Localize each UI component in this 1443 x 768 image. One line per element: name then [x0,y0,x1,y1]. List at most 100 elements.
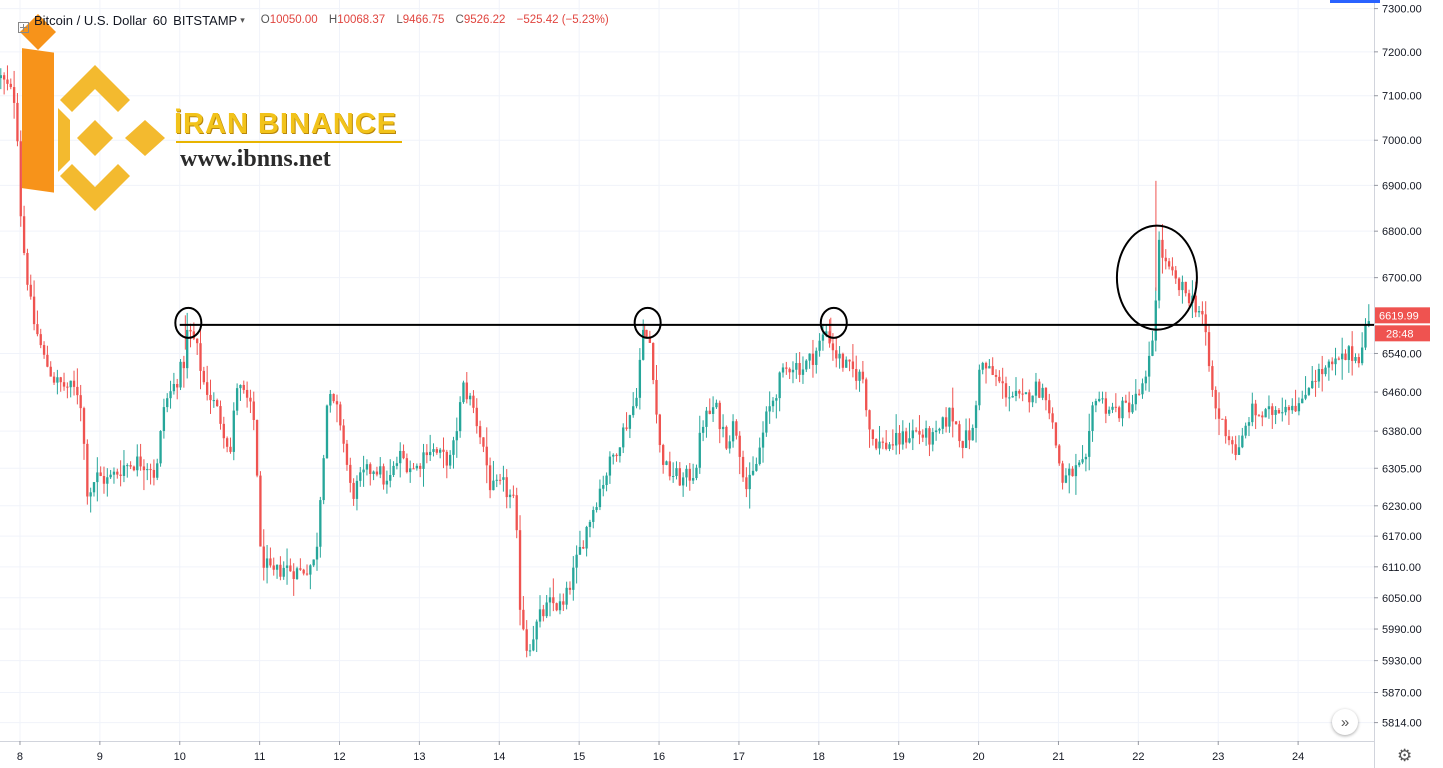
candle-body [1151,340,1154,356]
watermark-url: www.ibnns.net [180,146,331,172]
candle-body [748,474,751,490]
candle-body [305,573,309,575]
candle-body [738,435,741,457]
candle-body [39,334,42,346]
candle-body [698,432,701,468]
candle-body [26,252,29,285]
candle-body [1041,387,1044,398]
change-value: −525.42 (−5.23%) [516,14,609,26]
candle-body [1038,381,1041,398]
candle-body [1187,293,1191,304]
candle-body [488,465,492,491]
candle-body [665,461,668,465]
candle-body [249,397,252,402]
candle-body [415,465,419,469]
candle-body [219,406,222,424]
candle-body [206,382,209,395]
candle-body [1271,406,1274,415]
candle-body [1267,406,1271,410]
time-axis[interactable]: 8 9 10 11 12 13 14 15 16 17 18 19 20 21 22 23 24 [0,741,1374,768]
candle-body [1254,403,1257,416]
price-axis[interactable]: 7300.00 7200.00 7100.00 7000.00 6900.00 6800.… [1374,0,1443,768]
candle-body [1024,392,1028,394]
candle-body [1177,278,1181,291]
candle-body [359,472,362,481]
candle-body [122,465,126,476]
candle-body [901,431,904,445]
candle-body [1317,368,1321,382]
candle-body [66,386,69,388]
candle-body [595,507,598,510]
exchange-label[interactable]: BITSTAMP [173,12,238,28]
candle-body [1114,406,1118,408]
candle-body [432,449,435,452]
candle-body [1197,311,1201,313]
candle-body [462,382,465,403]
candle-body [815,350,818,365]
candle-body [369,464,372,475]
candle-body [52,376,56,383]
candle-body [429,451,432,456]
hand-drawn-circle[interactable] [174,306,203,339]
candle-body [136,456,139,471]
hand-drawn-circle[interactable] [819,306,848,339]
hand-drawn-circle[interactable] [633,306,662,339]
toolbar-accent-bar [1330,0,1380,3]
candle-body [6,79,9,84]
candle-body [1154,300,1157,341]
logo-orange-diamond [20,14,56,50]
candle-body [375,471,379,475]
price-axis-bg [1374,0,1443,768]
candle-body [1294,405,1297,412]
candle-body [578,546,582,555]
candle-body [1147,355,1151,377]
open-value: 10050.00 [269,14,318,26]
chevron-down-icon[interactable]: ▾ [240,14,245,25]
candle-body [801,369,805,375]
candle-body [309,565,312,575]
candle-body [818,340,821,351]
symbol-title[interactable]: Bitcoin / U.S. Dollar [34,12,147,28]
candle-body [46,354,49,367]
candle-body [1231,440,1234,445]
candle-body [12,87,16,103]
candle-body [1360,347,1364,364]
candle-body [931,432,934,445]
candle-body [435,449,438,453]
expand-icon[interactable] [18,22,29,33]
candle-body [1241,435,1244,448]
candle-body [1321,368,1324,375]
candle-body [668,461,671,477]
candle-body [242,384,245,390]
candle-body [255,419,259,476]
time-tick-label: 22 [1132,751,1144,763]
candle-body [1084,456,1088,460]
candle-body [598,488,602,508]
scroll-right-icon[interactable]: » [1332,709,1358,735]
candle-body [482,437,485,447]
candle-body [332,393,335,402]
candle-body [166,398,169,408]
candle-body [831,343,835,351]
interval-label[interactable]: 60 [152,12,168,28]
price-tick-label: 7000.00 [1382,135,1422,147]
candle-body [958,424,961,442]
gear-icon[interactable]: ⚙ [1397,746,1413,765]
candle-body [1287,406,1291,411]
hand-drawn-circle[interactable] [1115,224,1198,331]
candle-body [841,353,845,368]
binance-logo [20,14,165,211]
candle-body [648,337,652,343]
candle-body [1021,393,1024,395]
candle-body [655,379,658,415]
candle-body [552,597,555,604]
candle-body [322,458,325,501]
candle-body [1104,398,1108,414]
candle-body [1344,353,1347,360]
candle-body [1217,408,1221,419]
countdown-badge [1375,325,1430,342]
candle-body [671,476,675,478]
candle-body [988,366,991,369]
candle-body [555,603,558,611]
